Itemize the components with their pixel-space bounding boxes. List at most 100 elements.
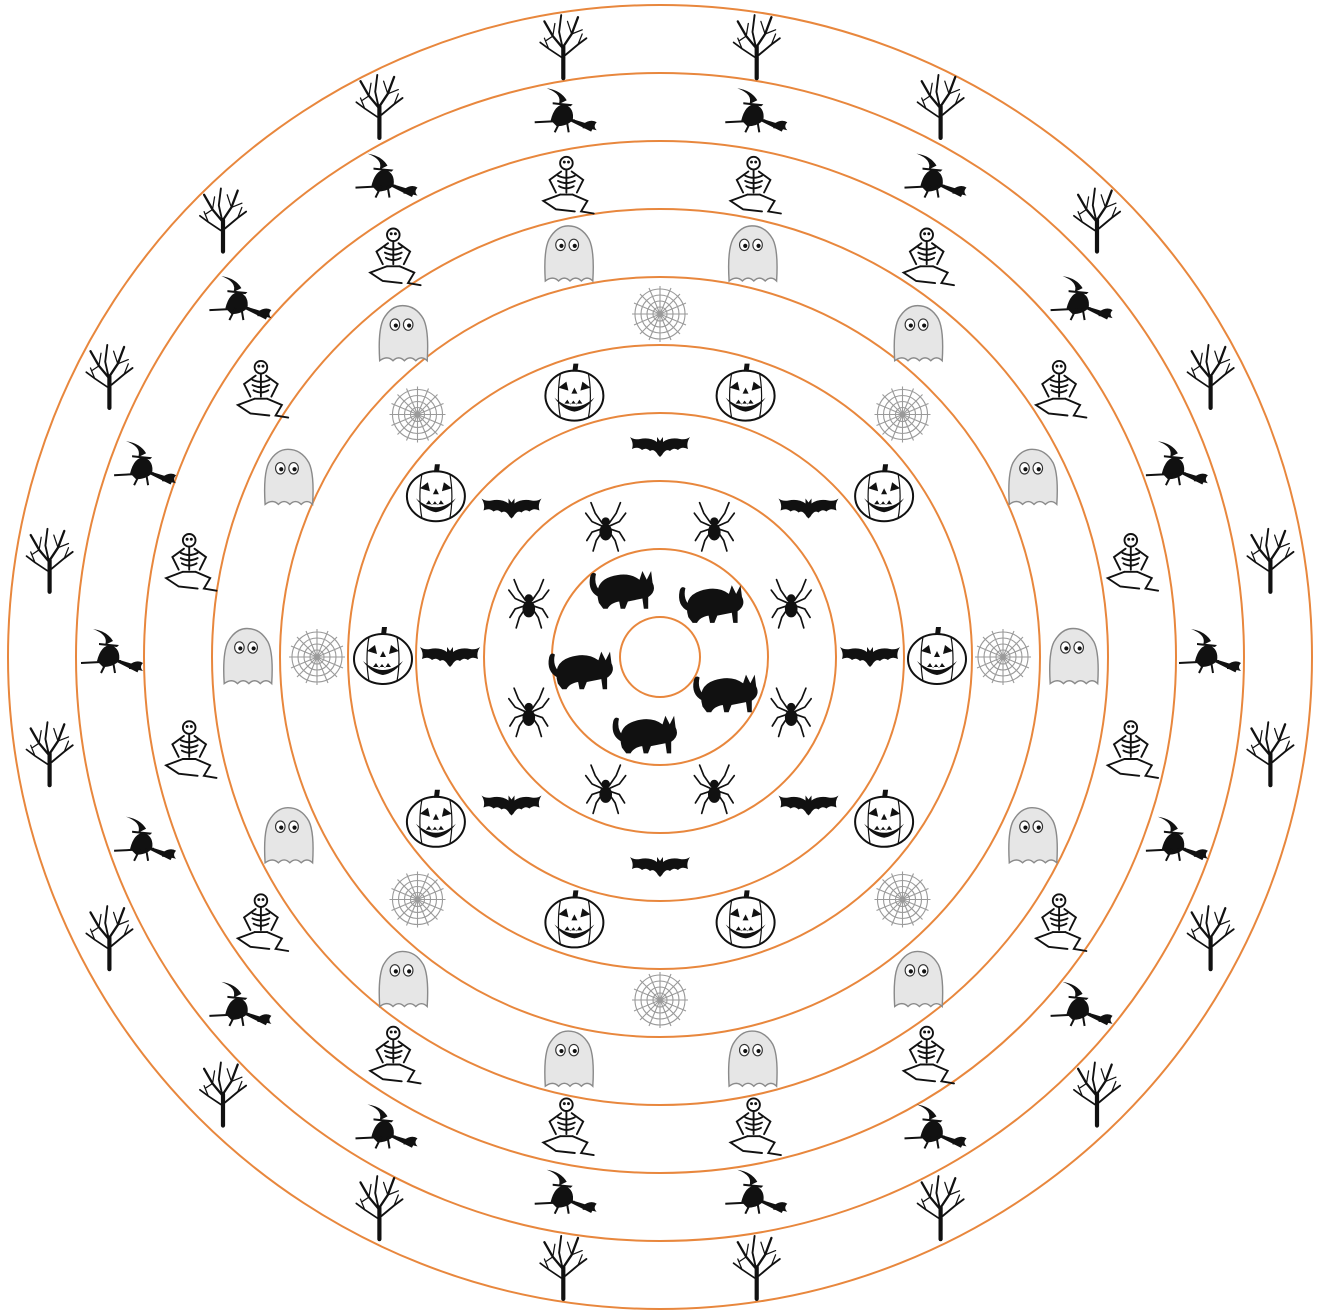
- ghost-icon: [544, 1030, 594, 1087]
- bat-icon: [840, 647, 900, 667]
- ghost-icon: [893, 304, 944, 362]
- bat-icon: [630, 437, 690, 457]
- tree-icon: [1188, 345, 1234, 408]
- cat-icon: [693, 674, 758, 713]
- pumpkin-icon: [544, 889, 605, 949]
- spider-icon: [693, 764, 736, 815]
- tree-icon: [356, 1176, 402, 1239]
- witch-icon: [1178, 628, 1242, 674]
- web-icon: [388, 870, 447, 929]
- web-icon: [873, 385, 932, 444]
- pumpkin-icon: [715, 362, 776, 422]
- witch-icon: [1049, 980, 1114, 1027]
- pumpkin-icon: [854, 463, 915, 523]
- skeleton-icon: [165, 533, 218, 592]
- skeleton-icon: [165, 720, 218, 779]
- spider-icon: [584, 501, 627, 552]
- cat-icon: [612, 715, 677, 754]
- skeleton-icon: [1106, 533, 1160, 592]
- witch-icon: [113, 815, 178, 862]
- pumpkin-icon: [405, 463, 466, 523]
- tree-icon: [918, 1176, 964, 1239]
- skeleton-icon: [542, 1097, 595, 1157]
- tree-icon: [356, 75, 402, 138]
- spider-icon: [770, 578, 812, 629]
- ring-boundary-7: [211, 208, 1109, 1106]
- tree-icon: [918, 75, 964, 138]
- ring-boundary-5: [347, 344, 973, 970]
- tree-icon: [200, 189, 246, 252]
- web-icon: [974, 628, 1032, 686]
- pumpkin-icon: [715, 889, 776, 949]
- spider-icon: [508, 687, 550, 738]
- rings-layer: [7, 4, 1313, 1310]
- tree-icon: [86, 906, 132, 969]
- skeleton-icon: [729, 1097, 782, 1157]
- tree-icon: [200, 1063, 246, 1126]
- ring-boundary-10: [7, 4, 1313, 1310]
- skeleton-icon: [1035, 893, 1088, 952]
- skeleton-icon: [236, 893, 290, 952]
- witch-icon: [354, 1103, 419, 1150]
- cat-icon: [548, 651, 613, 690]
- ghost-icon: [727, 1030, 778, 1087]
- spider-icon: [770, 687, 812, 738]
- ghost-icon: [263, 448, 314, 506]
- witch-icon: [533, 1168, 598, 1215]
- tree-icon: [1188, 906, 1234, 969]
- tree-icon: [540, 15, 586, 78]
- ring-boundary-3: [483, 480, 837, 834]
- web-icon: [388, 385, 447, 444]
- ghost-icon: [1008, 806, 1058, 864]
- bat-icon: [630, 857, 690, 877]
- tree-icon: [1247, 529, 1293, 592]
- bat-icon: [778, 498, 839, 519]
- skeleton-icon: [1106, 720, 1160, 779]
- web-icon: [631, 285, 689, 343]
- web-icon: [288, 628, 346, 686]
- ghost-icon: [223, 627, 273, 685]
- witch-icon: [208, 275, 273, 322]
- ring-boundary-1: [619, 616, 701, 698]
- tree-icon: [27, 529, 73, 592]
- witch-icon: [354, 152, 419, 199]
- ghost-icon: [378, 950, 429, 1008]
- witch-icon: [1049, 275, 1114, 322]
- ghost-icon: [893, 950, 944, 1008]
- witch-icon: [724, 87, 789, 134]
- cat-icon: [679, 585, 744, 623]
- pumpkin-icon: [544, 362, 605, 422]
- spider-icon: [693, 501, 736, 552]
- ring-boundary-8: [143, 140, 1177, 1174]
- tree-icon: [86, 345, 132, 408]
- web-icon: [631, 971, 689, 1029]
- pumpkin-icon: [405, 788, 466, 848]
- ghost-icon: [544, 225, 594, 282]
- witch-icon: [113, 440, 178, 487]
- witch-icon: [1144, 815, 1209, 862]
- skeleton-icon: [236, 359, 290, 419]
- spider-icon: [508, 578, 550, 629]
- ring-boundary-4: [415, 412, 905, 902]
- cat-icon: [589, 571, 654, 609]
- tree-icon: [540, 1236, 586, 1299]
- skeleton-icon: [729, 155, 782, 215]
- skeleton-icon: [902, 1025, 955, 1085]
- skeleton-icon: [542, 155, 595, 215]
- witch-icon: [903, 1103, 968, 1150]
- witch-icon: [533, 87, 598, 134]
- ghost-icon: [1049, 627, 1099, 685]
- tree-icon: [1247, 722, 1293, 785]
- tree-icon: [734, 1236, 780, 1299]
- ghost-icon: [727, 225, 778, 282]
- pumpkin-icon: [854, 788, 915, 848]
- ring-boundary-9: [75, 72, 1245, 1242]
- tree-icon: [1074, 1063, 1120, 1126]
- witch-icon: [903, 152, 968, 199]
- pumpkin-icon: [353, 626, 413, 685]
- pumpkin-icon: [907, 626, 967, 685]
- witch-icon: [1144, 440, 1209, 487]
- ghost-icon: [1008, 448, 1058, 506]
- symbols-layer: [27, 15, 1294, 1299]
